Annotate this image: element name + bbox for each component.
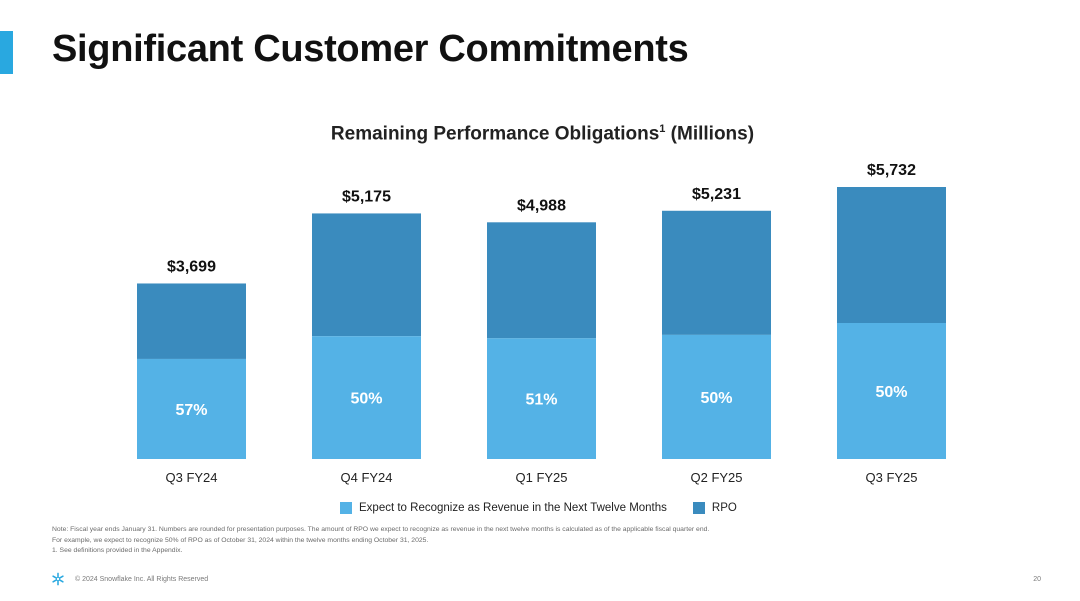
bar-rpo-5 bbox=[837, 187, 946, 323]
legend-item-ntm: Expect to Recognize as Revenue in the Ne… bbox=[340, 502, 667, 514]
bar-ntm-5 bbox=[837, 323, 946, 459]
legend-swatch-rpo bbox=[692, 502, 705, 514]
footer: © 2024 Snowflake Inc. All Rights Reserve… bbox=[51, 572, 1041, 586]
total-label-1: $3,699 bbox=[167, 258, 216, 275]
percent-label-5: 50% bbox=[875, 384, 907, 401]
chart-title-suffix: (Millions) bbox=[670, 123, 755, 145]
category-label-5: Q3 FY25 bbox=[865, 470, 917, 485]
copyright-text: © 2024 Snowflake Inc. All Rights Reserve… bbox=[75, 575, 209, 583]
footnote-line-3: 1. See definitions provided in the Appen… bbox=[52, 547, 183, 554]
legend-swatch-ntm bbox=[340, 502, 352, 514]
legend-item-rpo: RPO bbox=[692, 502, 737, 514]
page-number: 20 bbox=[1033, 575, 1041, 583]
footer-left: © 2024 Snowflake Inc. All Rights Reserve… bbox=[51, 572, 208, 586]
total-label-2: $5,175 bbox=[342, 188, 391, 205]
legend-label-rpo: RPO bbox=[711, 502, 737, 514]
bar-rpo-2 bbox=[312, 213, 421, 337]
slide-title: Significant Customer Commitments bbox=[52, 28, 689, 70]
percent-label-1: 57% bbox=[175, 402, 207, 419]
legend-label-ntm: Expect to Recognize as Revenue in the Ne… bbox=[359, 502, 667, 514]
bar-ntm-3 bbox=[487, 338, 596, 459]
chart-title: Remaining Performance Obligations1 (Mill… bbox=[0, 123, 1080, 145]
category-label-3: Q1 FY25 bbox=[515, 470, 567, 485]
footnote: Note: Fiscal year ends January 31. Numbe… bbox=[52, 525, 1052, 557]
footnote-line-2: For example, we expect to recognize 50% … bbox=[52, 536, 429, 544]
bar-rpo-4 bbox=[662, 210, 771, 335]
total-label-3: $4,988 bbox=[517, 197, 566, 214]
footnote-line-1: Note: Fiscal year ends January 31. Numbe… bbox=[52, 526, 710, 533]
chart-legend: Expect to Recognize as Revenue in the Ne… bbox=[340, 502, 755, 514]
chart-title-text: Remaining Performance Obligations bbox=[330, 123, 660, 145]
category-label-4: Q2 FY25 bbox=[690, 470, 742, 485]
total-label-5: $5,732 bbox=[867, 162, 916, 179]
total-label-4: $5,231 bbox=[692, 186, 741, 203]
bar-rpo-3 bbox=[487, 222, 596, 339]
percent-label-3: 51% bbox=[525, 392, 557, 409]
bar-ntm-4 bbox=[662, 334, 771, 459]
bar-ntm-2 bbox=[312, 336, 421, 459]
chart-title-superscript: 1 bbox=[659, 123, 666, 135]
snowflake-logo-icon bbox=[52, 572, 64, 586]
title-accent-bar bbox=[0, 31, 13, 74]
category-label-1: Q3 FY24 bbox=[165, 470, 217, 485]
bar-ntm-1 bbox=[137, 358, 246, 459]
category-label-2: Q4 FY24 bbox=[340, 470, 392, 485]
percent-label-4: 50% bbox=[700, 390, 732, 407]
bar-rpo-1 bbox=[137, 283, 246, 359]
percent-label-2: 50% bbox=[350, 391, 382, 408]
